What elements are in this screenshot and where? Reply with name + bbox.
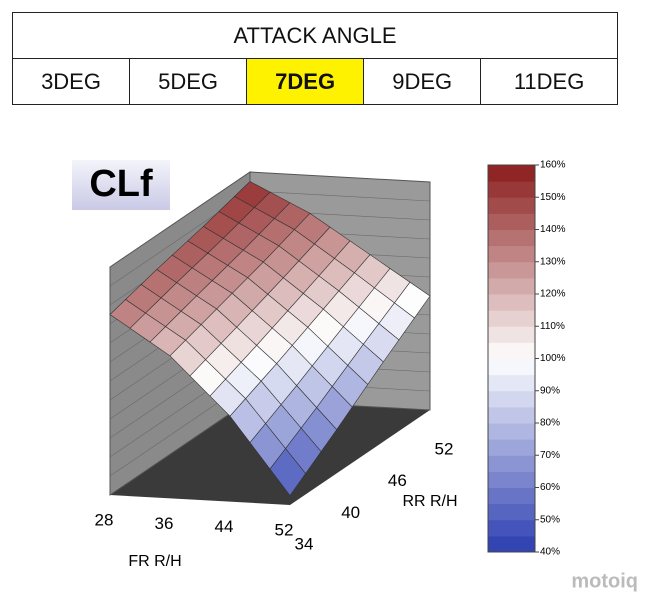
surface-cell [229, 363, 338, 497]
x-tick-label: 44 [215, 517, 234, 536]
colorbar-band [488, 165, 535, 182]
table-title: ATTACK ANGLE [12, 12, 618, 59]
colorbar-band [488, 358, 535, 376]
surface-patch [269, 448, 306, 497]
surface-cell [169, 308, 278, 417]
angle-option[interactable]: 11DEG [480, 58, 618, 105]
y-tick-label: 52 [435, 439, 454, 458]
colorbar-band [488, 439, 535, 456]
colorbar-band [488, 310, 535, 327]
y-tick-label: 34 [295, 534, 314, 553]
colorbar-band [488, 197, 535, 214]
colorbar-band [488, 487, 535, 505]
colorbar-label: 60% [540, 482, 560, 493]
angle-table: ATTACK ANGLE 3DEG 5DEG 7DEG 9DEG 11DEG [11, 12, 618, 105]
colorbar-band [488, 294, 535, 311]
colorbar-label: 130% [540, 256, 566, 267]
colorbar-label: 70% [540, 450, 560, 461]
watermark: motoiq [571, 570, 638, 592]
colorbar-band [488, 342, 535, 359]
colorbar-band [488, 455, 535, 472]
y-axis-label: RR R/H [402, 493, 457, 510]
colorbar-label: 140% [540, 224, 566, 235]
colorbar-band [488, 471, 535, 488]
x-axis-label: FR R/H [128, 553, 181, 570]
colorbar-label: 160% [540, 160, 566, 171]
colorbar-label: 110% [540, 321, 565, 332]
colorbar-band [488, 261, 535, 279]
x-tick-label: 52 [275, 520, 294, 539]
y-tick-label: 46 [388, 471, 407, 490]
surface-cell [322, 254, 431, 363]
colorbar-band [488, 374, 535, 392]
colorbar-band [488, 181, 535, 198]
y-tick-label: 40 [341, 503, 360, 522]
colorbar-label: 50% [540, 514, 560, 525]
surface-cell [202, 181, 311, 263]
colorbar-band [488, 503, 535, 521]
option-row: 3DEG 5DEG 7DEG 9DEG 11DEG [11, 58, 618, 105]
colorbar-band [488, 277, 535, 295]
colorbar-label: 40% [540, 547, 560, 558]
surface-cell [216, 261, 324, 365]
colorbar-band [488, 245, 535, 263]
colorbar-band [488, 390, 535, 408]
x-tick-label: 36 [155, 514, 174, 533]
colorbar-band [488, 406, 535, 424]
angle-option[interactable]: 3DEG [11, 58, 131, 105]
colorbar-band [488, 213, 535, 230]
angle-option[interactable]: 5DEG [129, 58, 248, 105]
colorbar-band [488, 229, 535, 247]
angle-option[interactable]: 7DEG [246, 58, 365, 105]
x-tick-label: 28 [95, 510, 114, 529]
colorbar-label: 90% [540, 385, 560, 396]
colorbar-label: 120% [540, 289, 566, 300]
colorbar-band [488, 519, 535, 537]
colorbar-label: 150% [540, 192, 566, 203]
colorbar-label: 80% [540, 418, 560, 429]
chart-title: CLf [89, 163, 153, 205]
colorbar-band [488, 326, 535, 343]
title-box [72, 160, 170, 210]
angle-option[interactable]: 9DEG [363, 58, 482, 105]
colorbar-band [488, 423, 535, 440]
colorbar-label: 100% [540, 353, 566, 364]
colorbar-band [488, 535, 535, 553]
